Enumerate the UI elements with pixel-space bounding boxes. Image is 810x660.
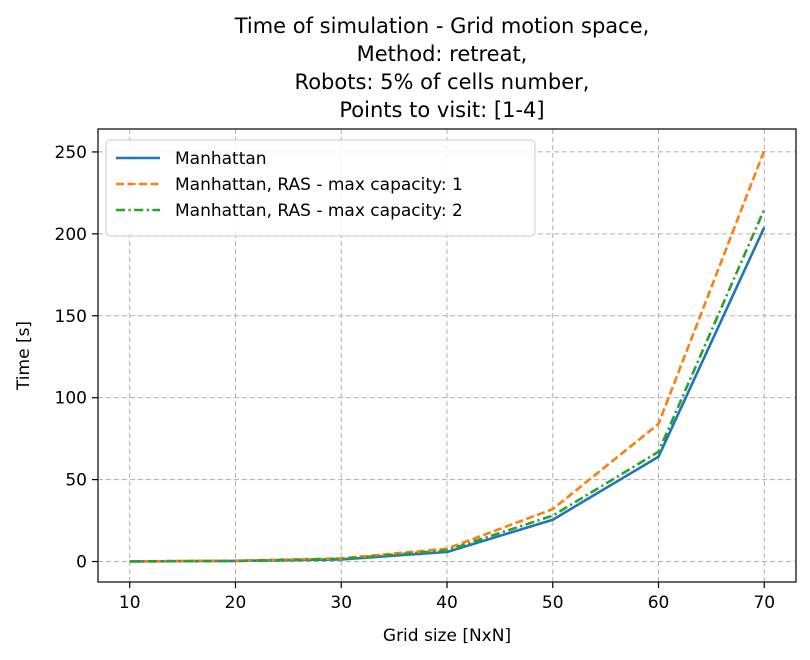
x-axis-label: Grid size [NxN]: [383, 626, 511, 646]
legend-label: Manhattan, RAS - max capacity: 2: [175, 201, 463, 221]
legend-label: Manhattan: [175, 149, 267, 169]
y-tick-label: 100: [55, 389, 87, 409]
x-tick-label: 40: [436, 593, 458, 613]
chart-title-line: Time of simulation - Grid motion space,: [234, 14, 650, 38]
y-tick-label: 150: [55, 307, 87, 327]
chart-title: Time of simulation - Grid motion space, M…: [234, 14, 650, 122]
series-line-2: [129, 149, 766, 563]
x-tick-label: 10: [119, 593, 141, 613]
x-tick-label: 70: [753, 593, 775, 613]
y-tick-label: 50: [65, 471, 87, 491]
x-axis-ticks: 10 20 30 40 50 60 70: [119, 582, 775, 613]
chart-title-line: Robots: 5% of cells number,: [295, 70, 590, 94]
legend-box: [105, 139, 536, 237]
x-tick-label: 60: [648, 593, 670, 613]
chart-title-line: Points to visit: [1-4]: [339, 98, 544, 122]
y-tick-label: 200: [55, 225, 87, 245]
y-tick-label: 250: [55, 143, 87, 163]
y-axis-label: Time [s]: [14, 321, 34, 391]
series-line-3: [129, 208, 766, 563]
series-lines: [129, 149, 766, 563]
y-tick-label: 0: [76, 553, 87, 573]
y-axis-ticks: 0 50 100 150 200 250: [55, 143, 98, 573]
legend-label: Manhattan, RAS - max capacity: 1: [175, 175, 463, 195]
chart-title-line: Method: retreat,: [357, 42, 528, 66]
x-tick-label: 20: [225, 593, 247, 613]
x-tick-label: 50: [542, 593, 564, 613]
x-tick-label: 30: [330, 593, 352, 613]
legend: Manhattan Manhattan, RAS - max capacity: …: [105, 139, 536, 237]
